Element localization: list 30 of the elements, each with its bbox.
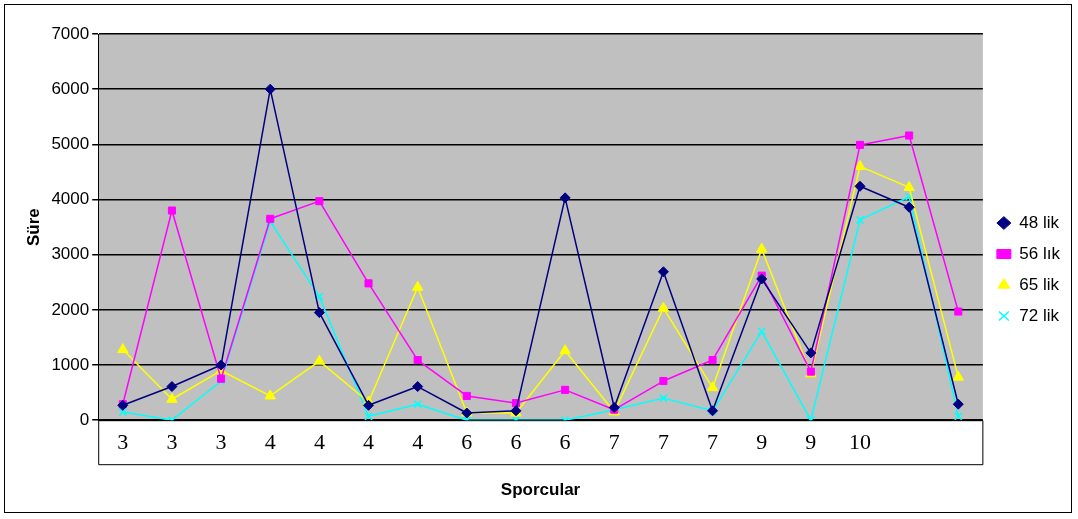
x-tick-label: 9 [805,429,817,455]
x-tick-label: 6 [461,429,473,455]
x-tick-label: 3 [215,429,227,455]
x-tick-label: 4 [363,429,375,455]
x-tick-label: 10 [849,429,871,455]
legend-label: 72 lik [1019,305,1060,325]
x-tick-label: 4 [264,429,276,455]
y-tick-label: 2000 [51,299,90,319]
y-tick-label: 6000 [51,78,90,98]
y-axis-title: Süre [23,208,43,246]
x-tick-label: 7 [657,429,669,455]
legend-label: 65 lik [1019,274,1060,294]
y-tick-label: 7000 [51,23,90,43]
y-tick-label: 1000 [51,354,90,374]
x-tick-label: 3 [166,429,178,455]
x-tick-label: 3 [117,429,129,455]
x-tick-label: 9 [756,429,768,455]
legend-label: 56 lık [1019,243,1061,263]
legend-label: 48 lik [1019,212,1060,232]
x-tick-label: 7 [707,429,719,455]
x-tick-label: 4 [412,429,424,455]
x-tick-label: 6 [559,429,571,455]
x-tick-label: 4 [313,429,325,455]
x-tick-label: 6 [510,429,522,455]
y-tick-label: 5000 [51,134,90,154]
x-tick-label: 7 [608,429,620,455]
y-tick-label: 0 [79,409,90,429]
y-tick-label: 3000 [51,244,90,264]
x-axis-title: Sporcular [500,480,581,500]
y-tick-label: 4000 [51,189,90,209]
